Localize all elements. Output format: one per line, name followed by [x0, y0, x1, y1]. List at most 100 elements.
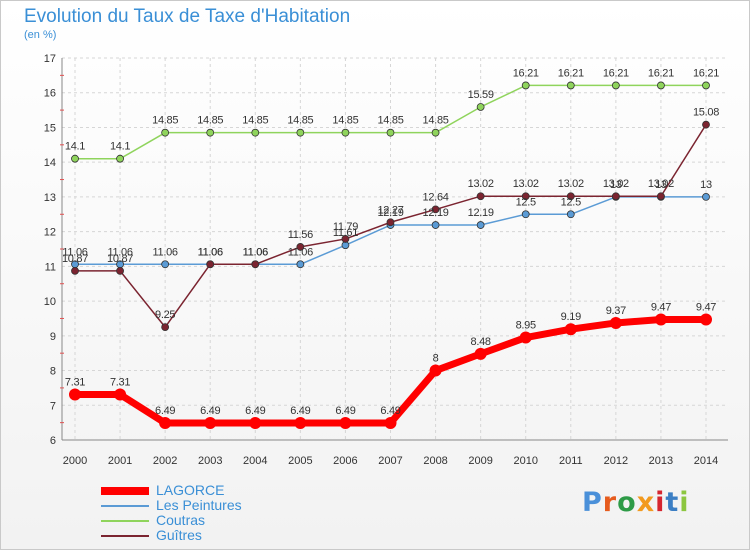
data-label: 14.85: [197, 115, 223, 127]
y-tick-label: 17: [44, 53, 56, 65]
data-label: 11.06: [243, 246, 268, 258]
data-label: 6.49: [155, 405, 175, 417]
data-point: [657, 192, 665, 201]
data-label: 11.06: [288, 246, 313, 258]
logo-letter: o: [617, 487, 637, 518]
legend-swatch-les-peintures: [101, 505, 149, 507]
x-tick-label: 2005: [288, 455, 312, 467]
data-point: [702, 81, 710, 90]
data-point: [702, 193, 710, 201]
data-label: 11.06: [198, 246, 223, 258]
data-point: [161, 323, 170, 332]
data-label: 13: [610, 179, 622, 191]
x-tick-label: 2002: [153, 455, 177, 467]
data-label: 14.85: [332, 115, 358, 127]
chart-subtitle: (en %): [24, 29, 57, 41]
data-point: [476, 221, 485, 229]
data-point: [566, 192, 575, 201]
data-point: [159, 416, 172, 429]
legend-label-les-peintures: Les Peintures: [156, 497, 242, 513]
data-label: 16.21: [603, 67, 629, 79]
data-label: 14.85: [242, 115, 268, 127]
data-label: 13.02: [513, 178, 539, 190]
x-tick-label: 2003: [198, 455, 222, 467]
data-point: [69, 388, 81, 401]
data-label: 6.49: [335, 405, 355, 417]
data-label: 13.02: [468, 178, 494, 190]
x-tick-label: 2010: [513, 455, 537, 467]
data-point: [611, 81, 620, 90]
data-point: [249, 416, 262, 429]
data-point: [657, 81, 665, 90]
data-label: 9.47: [651, 301, 671, 313]
data-label: 13: [700, 179, 712, 191]
data-label: 14.1: [110, 141, 130, 153]
x-tick-label: 2012: [604, 455, 628, 467]
data-label: 9.37: [606, 305, 626, 317]
data-point: [341, 235, 350, 243]
data-label: 14.1: [65, 141, 85, 153]
data-label: 11.06: [153, 246, 178, 258]
y-tick-label: 10: [44, 296, 56, 308]
legend-swatch-guitres: [101, 535, 149, 537]
data-point: [566, 210, 575, 219]
data-point: [206, 128, 215, 137]
proxiti-logo: Proxiti: [582, 487, 690, 518]
data-label: 13.02: [558, 178, 584, 190]
data-label: 14.85: [423, 115, 449, 127]
data-label: 16.21: [558, 67, 584, 79]
data-label: 11.61: [333, 227, 358, 239]
data-point: [161, 128, 170, 137]
data-point: [654, 313, 667, 326]
data-point: [384, 416, 397, 429]
data-label: 14.85: [152, 115, 178, 127]
logo-letter: t: [665, 487, 680, 518]
data-point: [386, 128, 395, 137]
data-point: [116, 266, 124, 275]
x-tick-label: 2011: [559, 455, 583, 467]
data-point: [429, 364, 442, 377]
data-point: [476, 103, 485, 111]
data-point: [71, 154, 79, 163]
logo-letter: i: [679, 487, 690, 518]
x-tick-label: 2001: [108, 455, 132, 467]
data-label: 12.5: [561, 196, 581, 208]
data-label: 11.56: [288, 229, 313, 241]
data-label: 12.5: [516, 196, 536, 208]
data-point: [474, 347, 487, 360]
logo-letter: i: [655, 487, 666, 518]
data-point: [71, 266, 79, 275]
data-point: [296, 128, 305, 137]
data-point: [609, 316, 622, 329]
data-label: 12.19: [377, 207, 403, 219]
data-label: 11.06: [198, 246, 223, 258]
data-label: 8: [433, 353, 439, 365]
data-point: [206, 260, 215, 269]
data-label: 15.59: [468, 89, 494, 101]
x-tick-label: 2009: [468, 455, 492, 467]
data-label: 13.02: [603, 178, 629, 190]
data-label: 14.85: [287, 115, 313, 127]
data-label: 16.21: [693, 67, 719, 79]
data-point: [521, 81, 530, 90]
y-tick-label: 8: [50, 366, 56, 378]
logo-letter: r: [602, 487, 618, 518]
data-point: [296, 260, 305, 269]
y-tick-label: 6: [50, 435, 56, 447]
data-label: 16.21: [513, 67, 539, 79]
data-point: [521, 210, 530, 219]
x-tick-label: 2006: [333, 455, 357, 467]
data-point: [431, 221, 440, 229]
data-point: [521, 192, 530, 201]
data-label: 12.19: [468, 207, 494, 219]
legend-swatch-lagorce: [101, 487, 149, 495]
y-tick-label: 7: [50, 400, 56, 412]
y-tick-label: 15: [44, 122, 56, 134]
data-label: 13.02: [648, 178, 674, 190]
data-point: [339, 416, 352, 429]
data-point: [702, 120, 710, 129]
y-tick-label: 12: [44, 227, 56, 239]
y-tick-label: 11: [45, 261, 56, 273]
data-label: 9.47: [696, 301, 716, 313]
